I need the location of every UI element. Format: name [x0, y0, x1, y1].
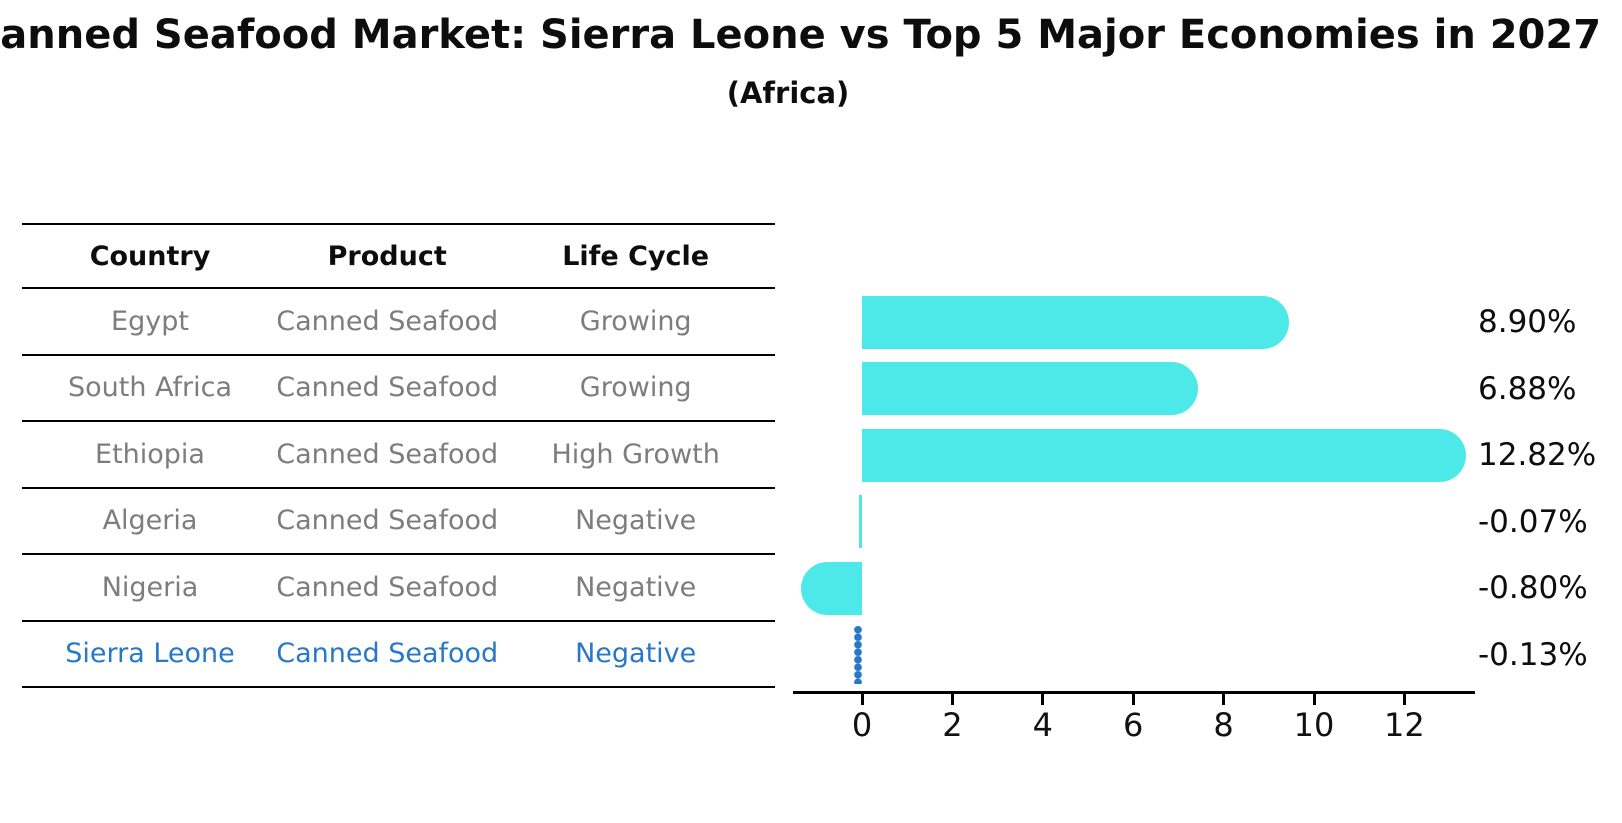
life-cycle-cell: Growing — [579, 372, 692, 404]
country-cell: Algeria — [102, 505, 198, 537]
bar-egypt — [862, 295, 1290, 349]
x-axis-tick-label: 10 — [1293, 706, 1335, 744]
table-header-row: Country Product Life Cycle — [22, 223, 775, 289]
table-row-ethiopia: Ethiopia Canned Seafood High Growth — [22, 422, 775, 489]
product-cell: Canned Seafood — [278, 305, 497, 337]
bar-nigeria — [800, 561, 862, 615]
x-axis-tick — [1041, 693, 1045, 705]
life-cycle-cell: Growing — [579, 305, 692, 337]
country-cell: Egypt — [111, 305, 189, 337]
product-cell: Canned Seafood — [278, 571, 497, 603]
bar-ethiopia — [862, 428, 1467, 482]
table-row-egypt: Egypt Canned Seafood Growing — [22, 289, 775, 356]
country-cell: Ethiopia — [95, 438, 205, 470]
comparison-table: Country Product Life Cycle Egypt Canned … — [22, 223, 775, 688]
life-cycle-cell: Negative — [575, 505, 697, 537]
life-cycle-cell: Negative — [575, 638, 697, 670]
x-axis-tick-label: 0 — [851, 706, 873, 744]
x-axis-tick-label: 6 — [1123, 706, 1144, 744]
table-row-south-africa: South Africa Canned Seafood Growing — [22, 356, 775, 422]
life-cycle-cell: Negative — [575, 571, 697, 603]
bar-value-label: -0.80% — [1478, 570, 1588, 607]
x-axis-tick — [860, 693, 864, 705]
x-axis-tick — [950, 693, 954, 705]
x-axis-line — [793, 691, 1475, 694]
product-cell: Canned Seafood — [278, 638, 497, 670]
life-cycle-cell: High Growth — [551, 438, 720, 470]
x-axis-tick-label: 4 — [1032, 706, 1053, 744]
table-row-sierra-leone: Sierra Leone Canned Seafood Negative — [22, 622, 775, 688]
x-axis-tick-label: 2 — [942, 706, 963, 744]
country-cell: South Africa — [67, 372, 233, 404]
x-axis-tick — [1131, 693, 1135, 705]
x-axis-tick-label: 12 — [1384, 706, 1425, 744]
chart-subtitle: (Africa) — [726, 76, 850, 110]
country-cell: Sierra Leone — [65, 638, 235, 670]
table-row-nigeria: Nigeria Canned Seafood Negative — [22, 555, 775, 622]
column-header-life-cycle: Life Cycle — [562, 240, 710, 272]
product-cell: Canned Seafood — [278, 372, 497, 404]
bar-value-label: 8.90% — [1478, 304, 1577, 341]
product-cell: Canned Seafood — [278, 505, 497, 537]
bar-value-label: 6.88% — [1478, 370, 1577, 407]
bar-value-label: -0.13% — [1478, 636, 1588, 673]
chart-title: Canned Seafood Market: Sierra Leone vs T… — [0, 12, 1602, 58]
bar-value-label: -0.07% — [1478, 503, 1588, 540]
country-cell: Nigeria — [101, 571, 199, 603]
bar-value-label: 12.82% — [1478, 437, 1597, 474]
bar-sierra-leone-dotted — [852, 625, 863, 684]
bar-algeria — [858, 495, 862, 549]
x-axis-tick — [1222, 693, 1226, 705]
product-cell: Canned Seafood — [278, 438, 497, 470]
table-row-algeria: Algeria Canned Seafood Negative — [22, 489, 775, 555]
x-axis-tick — [1402, 693, 1406, 705]
column-header-country: Country — [89, 240, 211, 272]
column-header-product: Product — [327, 240, 447, 272]
bar-south-africa — [862, 362, 1198, 416]
x-axis-tick — [1312, 693, 1316, 705]
x-axis-tick-label: 8 — [1213, 706, 1234, 744]
